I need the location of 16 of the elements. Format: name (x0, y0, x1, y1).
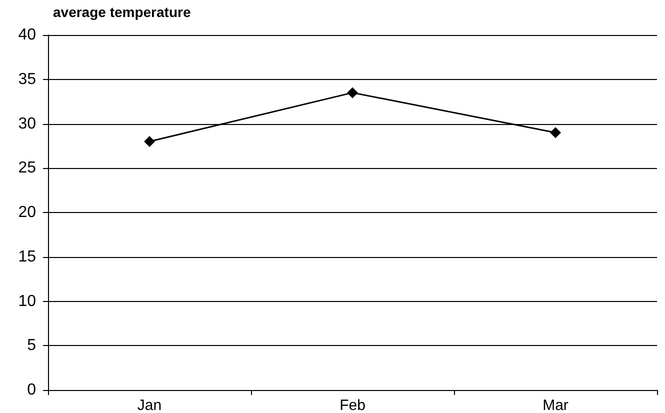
y-tick-label: 30 (18, 115, 36, 132)
x-tick-label: Jan (137, 397, 162, 413)
point (550, 127, 561, 138)
y-tick-label: 15 (18, 248, 36, 266)
y-tick-label: 25 (18, 160, 36, 177)
point (144, 136, 155, 147)
x-tick-label: Mar (542, 397, 568, 413)
point (347, 87, 358, 98)
y-tick-label: 10 (18, 292, 36, 310)
chart-title: average temperature (53, 4, 191, 20)
y-tick-label: 35 (18, 70, 36, 88)
y-tick-label: 40 (18, 26, 36, 44)
y-tick-label: 5 (27, 337, 36, 354)
y-tick-label: 0 (27, 382, 36, 398)
y-tick-label: 20 (18, 204, 36, 221)
x-tick-label: Feb (340, 397, 366, 413)
